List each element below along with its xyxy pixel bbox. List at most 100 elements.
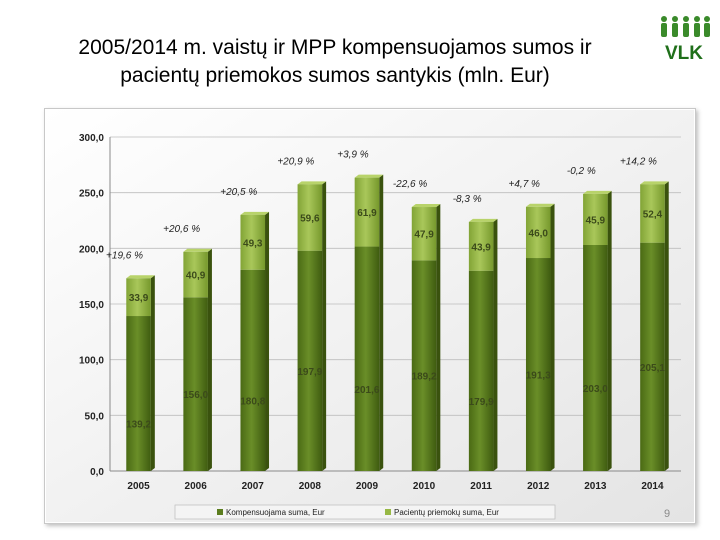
legend-swatch-compensated bbox=[217, 509, 223, 515]
value-label-patient: 52,4 bbox=[643, 209, 663, 220]
bar-compensated bbox=[583, 244, 608, 471]
value-label-compensated: 180,8 bbox=[240, 396, 265, 407]
legend-box bbox=[174, 504, 556, 520]
logo-text: VLK bbox=[665, 43, 703, 64]
chart-frame: 0,0 50,0 100,0 150,0 200,0 250,0 300,0 139,2 33… bbox=[44, 108, 696, 524]
value-label-compensated: 156,0 bbox=[183, 390, 208, 401]
legend-label-compensated: Kompensuojama suma, Eur bbox=[226, 508, 325, 517]
value-label-compensated: 197,9 bbox=[297, 367, 322, 378]
bar-patient bbox=[583, 193, 608, 245]
value-label-patient: 45,9 bbox=[586, 215, 606, 226]
bar-top-face bbox=[411, 204, 441, 208]
x-category-label: 2014 bbox=[641, 481, 664, 492]
bar-compensated bbox=[640, 242, 665, 471]
bar-top-face bbox=[468, 218, 498, 222]
x-category-label: 2013 bbox=[584, 481, 607, 492]
y-tick-label: 200,0 bbox=[79, 244, 104, 255]
value-label-compensated: 205,1 bbox=[640, 363, 665, 374]
value-label-patient: 46,0 bbox=[529, 228, 549, 239]
value-label-compensated: 191,3 bbox=[526, 371, 551, 382]
x-category-label: 2011 bbox=[470, 481, 492, 492]
bar-patient bbox=[468, 221, 494, 271]
value-label-compensated: 139,2 bbox=[126, 420, 151, 431]
bar-patient bbox=[640, 184, 665, 243]
value-label-patient: 61,9 bbox=[357, 208, 377, 219]
bar-compensated bbox=[240, 269, 266, 471]
bar-compensated bbox=[411, 260, 437, 471]
legend-label-patient: Pacientų priemokų suma, Eur bbox=[394, 508, 499, 517]
bar-depth bbox=[493, 218, 498, 471]
percent-change-label: -22,6 % bbox=[393, 179, 428, 190]
value-label-compensated: 179,9 bbox=[469, 397, 494, 408]
y-tick-label: 50,0 bbox=[85, 411, 105, 422]
percent-change-label: +20,5 % bbox=[220, 187, 257, 198]
value-label-patient: 40,9 bbox=[186, 271, 206, 282]
bar-depth bbox=[265, 211, 270, 471]
value-label-patient: 33,9 bbox=[129, 293, 149, 304]
bar-compensated bbox=[525, 258, 551, 471]
bar-depth bbox=[322, 181, 327, 472]
bar-patient bbox=[354, 177, 380, 247]
bar-top-face bbox=[240, 211, 270, 215]
bar-patient bbox=[525, 206, 551, 259]
value-label-patient: 49,3 bbox=[243, 238, 263, 249]
bar-compensated bbox=[468, 270, 494, 471]
value-label-compensated: 201,6 bbox=[354, 385, 379, 396]
legend-swatch-patient bbox=[385, 509, 391, 515]
percent-change-label: +14,2 % bbox=[620, 156, 657, 167]
bar-top-face bbox=[640, 181, 669, 185]
percent-change-label: -8,3 % bbox=[453, 194, 482, 205]
bar-compensated bbox=[183, 297, 208, 471]
bar-depth bbox=[664, 181, 669, 472]
slide-title: 2005/2014 m. vaistų ir MPP kompensuojamo… bbox=[10, 34, 660, 90]
bar-patient bbox=[240, 214, 266, 270]
percent-change-label: +3,9 % bbox=[337, 150, 369, 161]
y-tick-label: 100,0 bbox=[79, 356, 104, 367]
percent-change-label: +4,7 % bbox=[509, 179, 541, 190]
x-category-label: 2006 bbox=[185, 481, 208, 492]
value-label-compensated: 203,0 bbox=[583, 384, 608, 395]
bar-compensated bbox=[126, 316, 151, 471]
value-label-patient: 47,9 bbox=[414, 230, 434, 241]
bar-top-face bbox=[183, 248, 212, 252]
bar-patient bbox=[297, 184, 323, 251]
bar-patient bbox=[183, 251, 208, 298]
y-tick-label: 300,0 bbox=[79, 133, 104, 144]
bar-depth bbox=[607, 190, 612, 471]
title-line-2: pacientų priemokos sumos santykis (mln. … bbox=[120, 64, 550, 87]
bar-top-face bbox=[583, 190, 612, 194]
x-category-label: 2007 bbox=[242, 481, 265, 492]
bar-compensated bbox=[297, 250, 323, 471]
percent-change-label: +20,6 % bbox=[163, 224, 200, 235]
bar-top-face bbox=[525, 203, 555, 207]
bar-compensated bbox=[354, 246, 380, 471]
bar-top-face bbox=[126, 275, 155, 279]
bar-depth bbox=[150, 275, 155, 471]
bar-depth bbox=[207, 248, 212, 471]
bar-depth bbox=[550, 203, 555, 471]
y-tick-label: 250,0 bbox=[79, 189, 104, 200]
title-line-1: 2005/2014 m. vaistų ir MPP kompensuojamo… bbox=[78, 36, 592, 59]
y-tick-label: 150,0 bbox=[79, 300, 104, 311]
x-category-label: 2008 bbox=[299, 481, 322, 492]
bar-depth bbox=[379, 174, 384, 471]
percent-change-label: +19,6 % bbox=[106, 250, 143, 261]
bar-top-face bbox=[297, 181, 327, 185]
x-category-label: 2005 bbox=[127, 481, 150, 492]
value-label-compensated: 189,2 bbox=[412, 372, 437, 383]
vlk-logo-icon: VLK bbox=[657, 16, 711, 64]
x-category-label: 2012 bbox=[527, 481, 550, 492]
page-number: 9 bbox=[664, 508, 671, 520]
percent-change-label: -0,2 % bbox=[567, 166, 596, 177]
value-label-patient: 43,9 bbox=[471, 242, 491, 253]
x-category-label: 2009 bbox=[356, 481, 379, 492]
value-label-patient: 59,6 bbox=[300, 213, 320, 224]
percent-change-label: +20,9 % bbox=[277, 156, 314, 167]
bar-patient bbox=[411, 207, 437, 261]
bar-top-face bbox=[354, 174, 384, 178]
vlk-logo: VLK bbox=[655, 14, 713, 64]
y-tick-label: 0,0 bbox=[90, 467, 104, 478]
bar-patient bbox=[126, 278, 151, 317]
stacked-bar-chart: 0,0 50,0 100,0 150,0 200,0 250,0 300,0 139,2 33… bbox=[46, 110, 694, 522]
x-category-label: 2010 bbox=[413, 481, 436, 492]
